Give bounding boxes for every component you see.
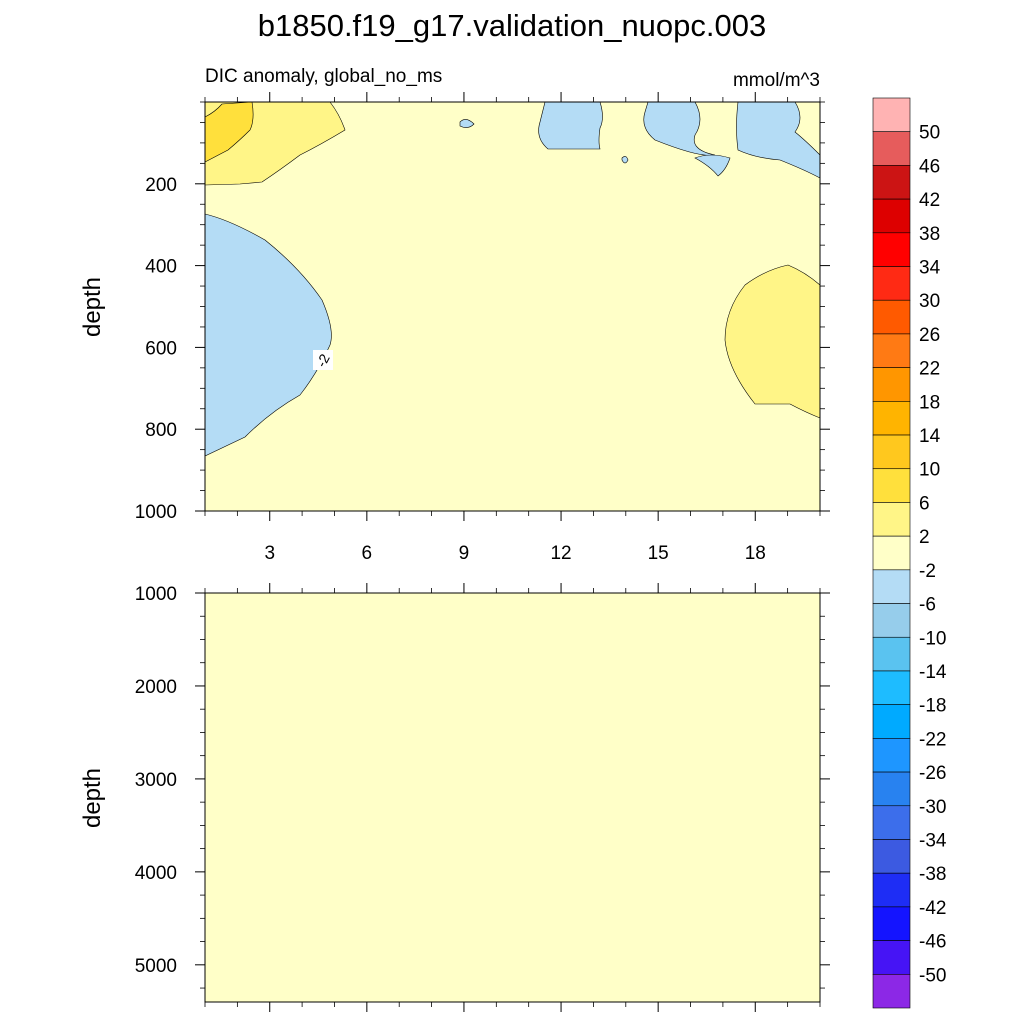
colorbar-label: 46 xyxy=(919,156,940,177)
panel-lower-ticks: 1000 2000 3000 4000 5000 xyxy=(135,583,830,1012)
y-tick-label: 5000 xyxy=(135,956,177,977)
colorbar-swatch xyxy=(872,738,911,773)
contour-label-background xyxy=(313,350,333,370)
y-tick-label: 2000 xyxy=(135,677,177,698)
colorbar-label: 6 xyxy=(919,493,930,514)
panel-lower-background xyxy=(205,593,820,1002)
colorbar-label: -18 xyxy=(919,696,946,717)
contour-region-positive-deep xyxy=(724,264,821,419)
contour-region-negative-spot-a xyxy=(459,119,475,128)
colorbar-swatch xyxy=(872,502,911,537)
colorbar-swatch xyxy=(872,165,911,200)
colorbar-swatch xyxy=(872,367,911,402)
contour-region-negative-surface-a xyxy=(538,101,603,150)
colorbar-swatch xyxy=(872,670,911,705)
colorbar-swatch xyxy=(872,940,911,975)
panel-upper-subtitle-left: DIC anomaly, global_no_ms xyxy=(205,66,442,87)
colorbar-label: 18 xyxy=(919,392,940,413)
y-tick-label: 3000 xyxy=(135,770,177,791)
colorbar-label: 26 xyxy=(919,325,940,346)
colorbar-swatch xyxy=(872,569,911,604)
colorbar-swatch xyxy=(872,468,911,503)
colorbar-label: -42 xyxy=(919,898,946,919)
colorbar-label: -30 xyxy=(919,797,946,818)
colorbar-label: 34 xyxy=(919,258,941,279)
x-tick-label: 12 xyxy=(550,543,571,564)
contour-region-negative xyxy=(204,213,332,457)
colorbar-label: 38 xyxy=(919,224,940,245)
colorbar-label: 14 xyxy=(919,426,941,447)
colorbar-label: -6 xyxy=(919,595,936,616)
colorbar: 50 46 42 38 34 30 26 22 18 14 10 6 2 -2 -6 -10 -14 -18 -22… xyxy=(872,97,947,1009)
x-tick-label: 15 xyxy=(648,543,669,564)
colorbar-swatch xyxy=(872,636,911,672)
x-tick-label: 6 xyxy=(362,543,373,564)
colorbar-swatch xyxy=(872,603,911,638)
y-tick-label: 4000 xyxy=(135,863,177,884)
colorbar-swatch xyxy=(872,805,911,840)
y-tick-label: 1000 xyxy=(135,502,177,523)
panel-lower: 1000 2000 3000 4000 5000 depth xyxy=(79,583,830,1012)
panel-lower-ylabel: depth xyxy=(79,768,106,828)
y-tick-label: 1000 xyxy=(135,584,177,605)
colorbar-swatch xyxy=(872,771,911,807)
colorbar-swatch xyxy=(872,906,911,941)
colorbar-swatch xyxy=(872,131,911,166)
y-tick-label: 400 xyxy=(145,257,177,278)
colorbar-swatch xyxy=(872,434,911,470)
colorbar-label: -26 xyxy=(919,763,946,784)
colorbar-label: -10 xyxy=(919,628,946,649)
y-tick-label: 800 xyxy=(145,420,177,441)
colorbar-label: -50 xyxy=(919,965,946,986)
colorbar-label: 30 xyxy=(919,291,940,312)
colorbar-label: 50 xyxy=(919,123,940,144)
colorbar-swatch xyxy=(872,198,911,234)
chart-title: b1850.f19_g17.validation_nuopc.003 xyxy=(258,8,767,43)
contour-label-box: -2 xyxy=(313,350,333,370)
colorbar-label: -38 xyxy=(919,864,946,885)
contour-region-negative-spot-b xyxy=(621,156,629,164)
colorbar-label: -46 xyxy=(919,932,946,953)
colorbar-swatch xyxy=(872,333,911,368)
contour-region-negative-spot-c xyxy=(694,154,731,177)
colorbar-swatch xyxy=(872,97,911,133)
colorbar-label: 10 xyxy=(919,460,940,481)
panel-lower-frame xyxy=(204,592,821,1003)
colorbar-swatch xyxy=(872,232,911,267)
contour-regions-upper xyxy=(204,101,821,457)
contour-region-negative-surface-c xyxy=(736,101,821,179)
panel-upper-ylabel: depth xyxy=(79,277,106,337)
contour-region-positive-strong xyxy=(204,101,254,163)
panel-upper: DIC anomaly, global_no_ms mmol/m^3 -2 20… xyxy=(79,66,830,564)
x-tick-label: 9 xyxy=(459,543,470,564)
x-tick-label: 18 xyxy=(745,543,766,564)
colorbar-swatch xyxy=(872,401,911,436)
y-tick-label: 200 xyxy=(145,175,177,196)
colorbar-label: 2 xyxy=(919,527,930,548)
y-tick-label: 600 xyxy=(145,338,177,359)
colorbar-swatch xyxy=(872,266,911,301)
colorbar-label: 42 xyxy=(919,190,940,211)
colorbar-label: -2 xyxy=(919,561,936,582)
colorbar-label: -14 xyxy=(919,662,947,683)
colorbar-swatch xyxy=(872,299,911,335)
colorbar-swatch xyxy=(872,704,911,739)
colorbar-label: -34 xyxy=(919,830,947,851)
colorbar-swatch xyxy=(872,535,911,571)
x-tick-label: 3 xyxy=(264,543,275,564)
colorbar-swatch xyxy=(872,872,911,908)
colorbar-label: 22 xyxy=(919,359,940,380)
colorbar-label: -22 xyxy=(919,729,946,750)
colorbar-swatch xyxy=(872,973,911,1009)
panel-upper-ticks: 200 400 600 800 1000 3 6 9 12 15 18 xyxy=(135,92,830,564)
colorbar-swatch xyxy=(872,839,911,874)
panel-upper-subtitle-right: mmol/m^3 xyxy=(733,70,820,91)
